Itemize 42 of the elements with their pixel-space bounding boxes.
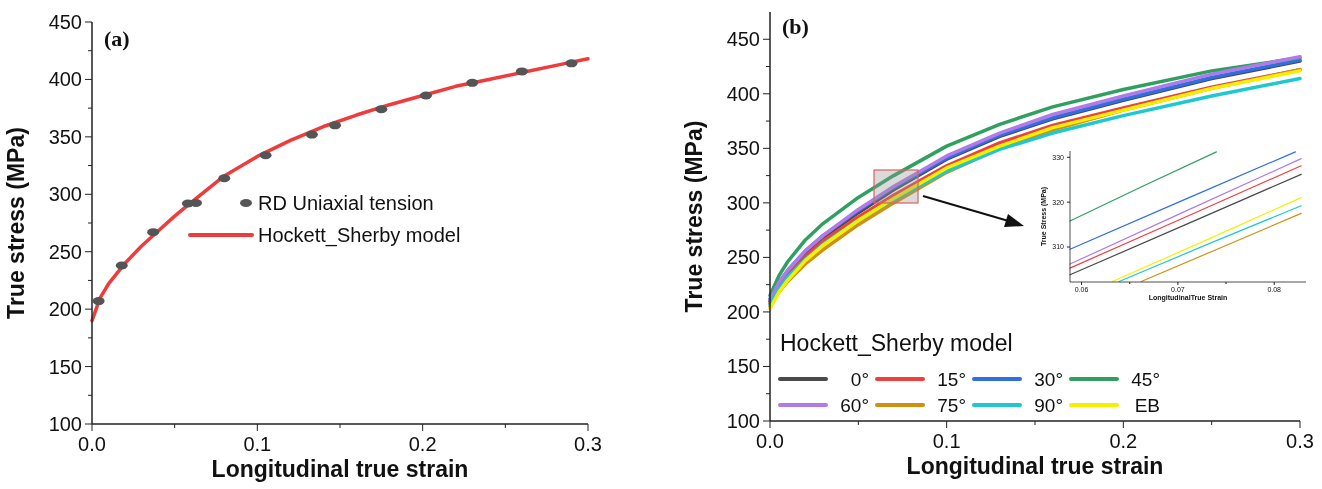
y-tick-label: 200 <box>726 300 760 323</box>
legend-label: 60° <box>840 394 869 416</box>
y-tick-label: 400 <box>726 82 760 105</box>
x-tick-label: 0.2 <box>1109 430 1138 452</box>
legend-label: Hockett_Sherby model <box>258 224 461 247</box>
y-tick-label: 100 <box>726 410 760 432</box>
legend-label: 75° <box>937 394 966 416</box>
y-tick-label: 350 <box>726 137 760 160</box>
legend-label: 0° <box>850 368 869 390</box>
y-tick-label: 200 <box>48 298 82 321</box>
x-tick-label: 0.3 <box>574 433 602 455</box>
y-tick-label: 350 <box>48 125 82 148</box>
y-tick-label: 400 <box>48 68 82 91</box>
y-tick-label: 300 <box>48 183 82 206</box>
y-axis-title: True stress (MPa) <box>3 127 29 319</box>
x-axis-title: Longitudinal true strain <box>211 456 469 483</box>
legend-title: Hockett_Sherby model <box>780 330 1013 356</box>
x-tick-label: 0.0 <box>78 433 106 455</box>
legend-label: 90° <box>1034 394 1063 416</box>
y-axis-title: True stress (MPa) <box>681 120 707 313</box>
y-tick-label: 150 <box>48 355 82 378</box>
y-tick-label: 300 <box>726 191 760 214</box>
legend-label: 15° <box>937 368 966 390</box>
chart-title: (b) <box>782 14 809 39</box>
legend-label: RD Uniaxial tension <box>258 192 434 214</box>
x-tick-label: 0.1 <box>243 433 272 455</box>
y-tick-label: 450 <box>48 11 82 33</box>
x-axis-title: Longitudinal true strain <box>906 453 1164 480</box>
y-tick-label: 250 <box>48 240 82 263</box>
legend-label: 45° <box>1131 368 1160 390</box>
x-tick-label: 0.1 <box>932 430 961 452</box>
y-tick-label: 450 <box>726 28 760 51</box>
legend-label: EB <box>1134 394 1160 416</box>
legend-label: 30° <box>1034 368 1063 390</box>
x-tick-label: 0.3 <box>1286 430 1314 452</box>
y-tick-label: 150 <box>726 355 760 378</box>
chart-title: (a) <box>104 26 130 51</box>
line-series <box>90 57 590 323</box>
x-tick-label: 0.0 <box>756 430 784 452</box>
x-tick-label: 0.2 <box>408 433 437 455</box>
y-tick-label: 100 <box>48 413 82 435</box>
y-tick-label: 250 <box>726 246 760 269</box>
